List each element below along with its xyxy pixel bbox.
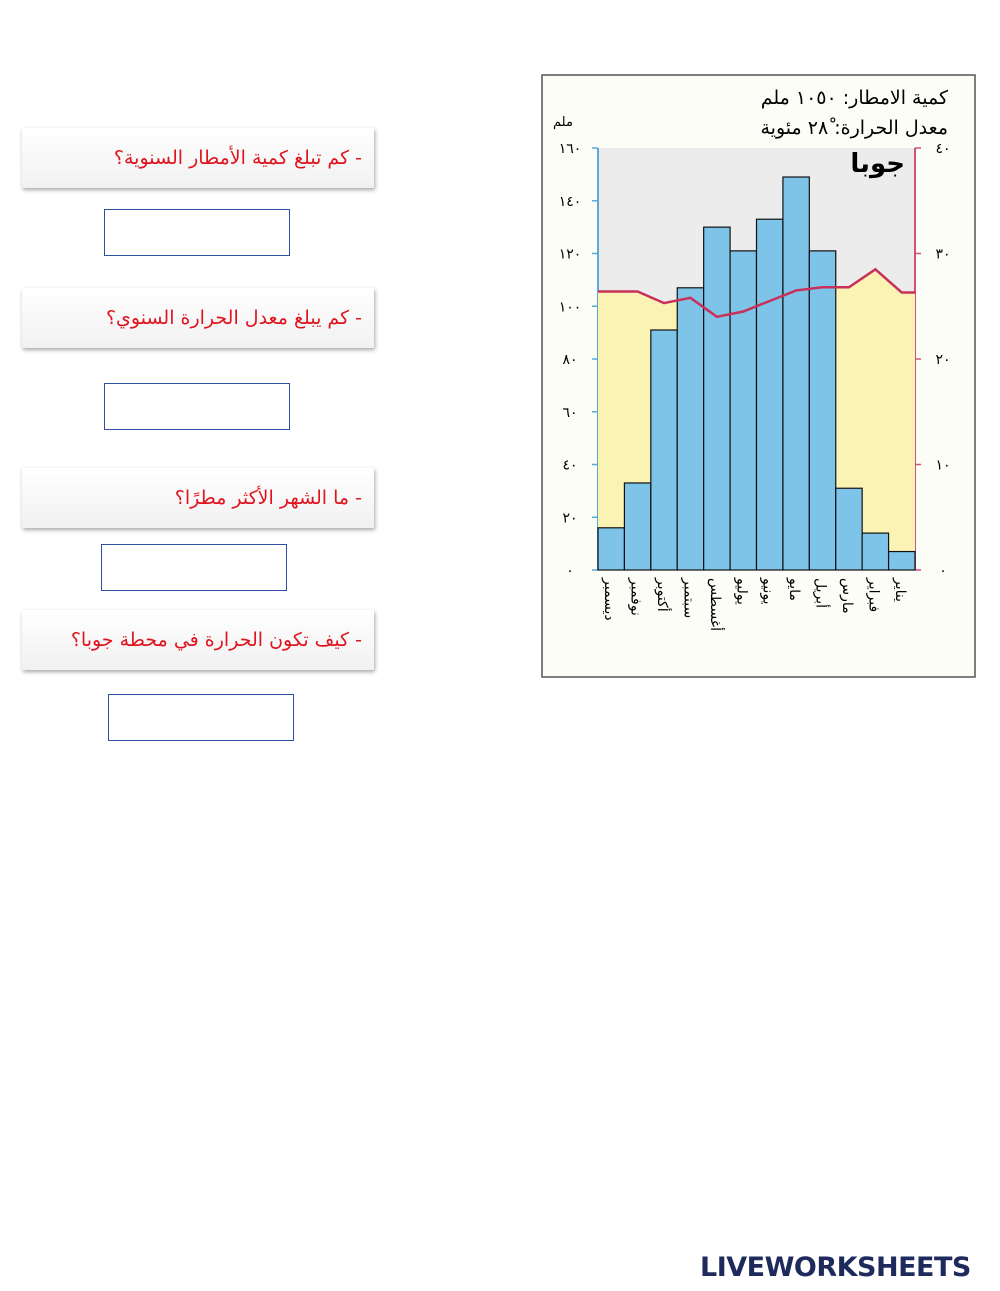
x-tick-label: مارس [839,578,855,614]
bar [650,329,678,571]
x-tick-label: فبراير [865,577,881,612]
annotation: كمية الامطار: ١٠٥٠ ملم [761,87,949,109]
y2-tick-label: ٢٠ [935,352,950,368]
x-tick-label: أبريل [813,578,831,608]
y-tick-label: ١٢٠ [559,247,582,263]
answer-box[interactable] [104,383,290,430]
bar [729,250,758,571]
x-tick-label: ديسمبر [601,577,617,621]
bar [808,250,837,571]
bar [703,226,731,571]
answer-box[interactable] [104,209,290,256]
bar [861,532,890,571]
bar [676,287,705,571]
y2-tick-label: ١٠ [935,458,950,474]
y-axis-label: ملم [553,115,573,130]
bar [597,527,626,571]
y2-tick-label: ٤٠ [935,141,950,157]
y-tick-label: ٨٠ [562,352,577,368]
chart-title: جوبا [850,149,905,179]
y-tick-label: ٤٠ [562,458,577,474]
bar [755,218,784,571]
answer-box[interactable] [108,694,294,741]
bar [835,487,863,571]
x-tick-label: أغسطس [707,578,725,631]
bar [782,176,810,571]
logo: LIVEWORKSHEETS [700,1252,971,1283]
x-tick-label: سبتمبر [680,577,696,618]
answer-box[interactable] [101,544,287,591]
y-tick-label: ١٦٠ [559,141,582,157]
y2-tick-label: ٣٠ [935,247,950,263]
y-tick-label: ٦٠ [562,405,577,421]
bar [887,550,916,571]
x-tick-label: يوليو [733,577,749,605]
x-tick-label: نوفمبر [628,577,644,616]
temperature-line [598,267,915,319]
question: - كيف تكون الحرارة في محطة جوبا؟ [22,610,374,670]
question: - كم تبلغ كمية الأمطار السنوية؟ [22,128,374,188]
x-tick-label: مايو [786,577,802,601]
x-tick-label: أكتوبر [654,577,672,612]
question: - كم يبلغ معدل الحرارة السنوي؟ [22,288,374,348]
x-tick-label: يونيو [760,577,776,605]
y-tick-label: ١٤٠ [559,194,582,210]
annotation: معدل الحرارة: ٢٨ْ مئوية [761,117,949,139]
y-tick-label: ٢٠ [562,510,577,526]
y2-tick-label: ٠ [939,563,947,579]
y-tick-label: ٠ [566,563,574,579]
y-tick-label: ١٠٠ [559,299,582,315]
bar [623,482,652,571]
question: - ما الشهر الأكثر مطرًا؟ [22,468,374,528]
x-tick-label: يناير [892,577,908,602]
